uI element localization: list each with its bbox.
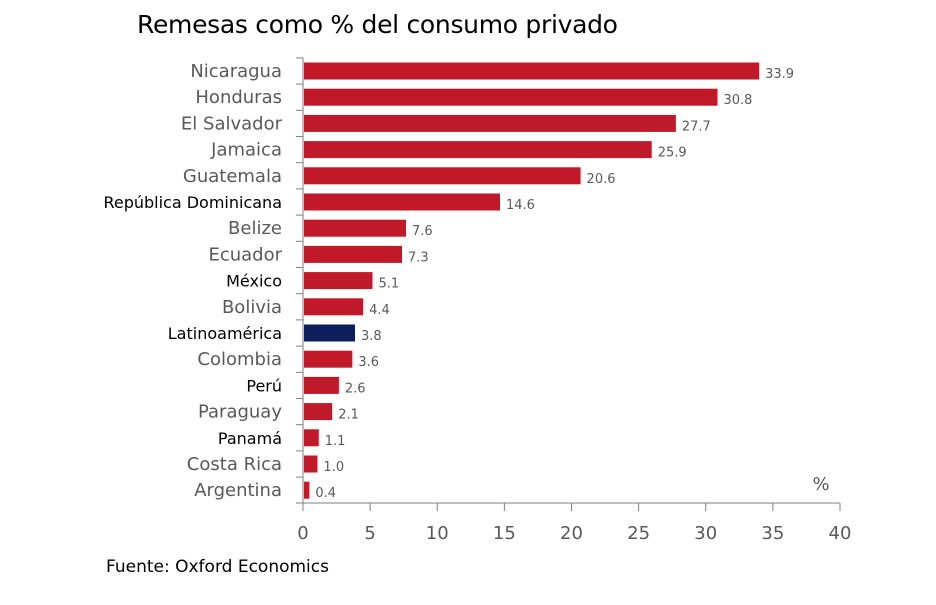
x-tick-label: 0 [297,523,308,544]
chart-title: Remesas como % del consumo privado [137,10,618,39]
category-label: El Salvador [181,113,283,134]
bar [304,193,501,211]
data-label: 3.6 [358,355,379,370]
bar [304,481,310,499]
category-label: Perú [246,376,282,395]
bar [304,350,353,368]
bar [304,403,333,421]
category-label: Nicaragua [190,61,282,82]
data-label: 33.9 [765,67,794,82]
data-label: 4.4 [369,303,390,318]
category-label: México [226,272,282,291]
x-tick-label: 15 [493,523,516,544]
data-label: 27.7 [682,119,711,134]
bar [304,167,581,185]
category-label: Colombia [197,349,282,370]
category-label: Paraguay [198,402,282,423]
x-axis-unit: % [812,474,829,495]
category-label: Costa Rica [187,454,282,475]
data-label: 0.4 [315,486,336,501]
bar [304,298,364,316]
x-tick-label: 20 [560,523,583,544]
bar [304,245,403,263]
bar [304,455,318,473]
x-tick-label: 35 [761,523,784,544]
category-label: República Dominicana [103,193,282,212]
bar [304,272,373,290]
data-label: 2.1 [338,408,359,423]
data-label: 3.8 [361,329,382,344]
category-label: Argentina [194,480,282,501]
bar [304,141,652,159]
category-label: Honduras [195,87,282,108]
data-label: 20.6 [587,172,616,187]
data-label: 30.8 [723,93,752,108]
bar [304,376,339,394]
bar [304,88,718,106]
bar [304,324,356,342]
category-label: Latinoamérica [168,324,282,343]
bar [304,219,407,237]
category-label: Bolivia [222,297,282,318]
category-label: Guatemala [183,166,282,187]
x-tick-label: 5 [364,523,375,544]
bar [304,429,319,447]
data-label: 25.9 [658,146,687,161]
data-label: 1.0 [323,460,344,475]
x-tick-label: 25 [627,523,650,544]
category-label: Panamá [218,429,282,448]
data-label: 5.1 [378,277,399,292]
bar [304,114,676,132]
data-label: 14.6 [506,198,535,213]
data-label: 2.6 [345,381,366,396]
x-tick-label: 10 [426,523,449,544]
category-label: Jamaica [210,140,282,161]
data-label: 1.1 [325,434,346,449]
bar [304,62,760,80]
category-label: Belize [228,218,282,239]
chart-source: Fuente: Oxford Economics [106,557,329,577]
category-label: Ecuador [208,244,282,265]
data-label: 7.3 [408,250,429,265]
x-tick-label: 40 [829,523,852,544]
data-label: 7.6 [412,224,433,239]
x-tick-label: 30 [694,523,717,544]
